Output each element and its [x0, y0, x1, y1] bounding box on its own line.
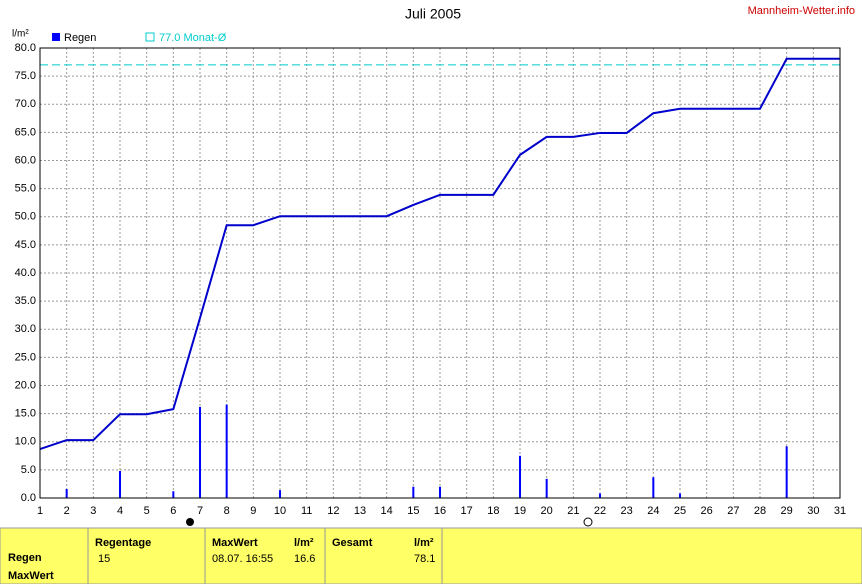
y-tick-label: 75.0: [15, 70, 36, 82]
moon-icon: [186, 518, 194, 526]
x-tick-label: 5: [144, 505, 150, 517]
x-tick-label: 31: [834, 505, 846, 517]
bar: [439, 486, 441, 498]
x-tick-label: 9: [250, 505, 256, 517]
y-tick-label: 30.0: [15, 323, 36, 335]
y-tick-label: 55.0: [15, 183, 36, 195]
moon-icon: [583, 517, 593, 527]
bar: [545, 478, 548, 498]
x-tick-label: 23: [621, 505, 633, 517]
y-tick-label: 20.0: [15, 379, 36, 391]
bar: [225, 404, 228, 498]
legend-label: Regen: [64, 32, 96, 44]
x-tick-label: 12: [327, 505, 339, 517]
x-tick-label: 7: [197, 505, 203, 517]
y-tick-label: 10.0: [15, 436, 36, 448]
row-label: Regen: [8, 552, 42, 564]
legend-label: Monat-Ø: [183, 32, 226, 44]
cell: 16.6: [294, 553, 315, 565]
x-tick-label: 11: [301, 505, 312, 517]
y-tick-label: 0.0: [21, 492, 36, 504]
table-bg: [0, 527, 862, 584]
bar: [412, 486, 415, 498]
column-header: MaxWert: [212, 537, 258, 549]
cell: 08.07. 16:55: [212, 553, 273, 565]
x-tick-label: 29: [781, 505, 793, 517]
bar: [652, 477, 655, 498]
plot-frame: [39, 47, 841, 499]
legend-value: 77.0: [159, 32, 180, 44]
column-unit: l/m²: [294, 537, 314, 549]
chart-title: Juli 2005: [405, 6, 461, 22]
legend-swatch: [52, 33, 60, 41]
y-tick-label: 25.0: [15, 351, 36, 363]
x-tick-label: 25: [674, 505, 686, 517]
y-tick-label: 15.0: [15, 408, 36, 420]
x-tick-label: 13: [354, 505, 366, 517]
marks: [39, 57, 840, 498]
x-tick-label: 28: [754, 505, 766, 517]
x-tick-label: 27: [727, 505, 739, 517]
x-tick-label: 24: [647, 505, 659, 517]
x-tick-label: 8: [224, 505, 230, 517]
bar: [172, 491, 175, 498]
x-tick-label: 14: [381, 505, 393, 517]
column-header: Regentage: [95, 537, 151, 549]
x-tick-label: 18: [487, 505, 499, 517]
bar: [119, 471, 121, 498]
bar: [279, 490, 281, 498]
x-tick-label: 4: [117, 505, 123, 517]
x-tick-label: 22: [594, 505, 606, 517]
y-tick-label: 35.0: [15, 295, 36, 307]
x-tick-label: 10: [274, 505, 286, 517]
bar: [599, 493, 601, 498]
y-tick-label: 65.0: [15, 126, 36, 138]
y-tick-label: 60.0: [15, 154, 36, 166]
brand[interactable]: Mannheim-Wetter.info: [748, 5, 855, 17]
column-header: Gesamt: [332, 537, 373, 549]
legend-label: 77.0 Monat-Ø: [159, 32, 227, 44]
cumulative-line: [39, 57, 840, 451]
x-tick-label: 26: [701, 505, 713, 517]
cell: 78.1: [414, 553, 435, 565]
x-tick-label: 3: [90, 505, 96, 517]
x-tick-label: 1: [37, 505, 43, 517]
legend: Regen 77.0 Monat-Ø: [52, 32, 227, 44]
y-tick-label: 80.0: [15, 42, 36, 54]
y-tick-label: 70.0: [15, 98, 36, 110]
bar: [519, 455, 521, 498]
x-tick-label: 20: [541, 505, 553, 517]
x-tick-label: 30: [807, 505, 819, 517]
y-axis-label: l/m²: [12, 29, 29, 40]
x-tick-label: 2: [64, 505, 70, 517]
x-tick-label: 16: [434, 505, 446, 517]
column-unit: l/m²: [414, 537, 434, 549]
summary-table: Regen MaxWert Regentage 15 MaxWert l/m² …: [0, 527, 862, 584]
y-tick-label: 5.0: [21, 464, 36, 476]
x-tick-label: 6: [170, 505, 176, 517]
row-label: MaxWert: [8, 570, 54, 582]
bar: [199, 406, 201, 498]
x-tick-label: 17: [461, 505, 473, 517]
y-tick-label: 45.0: [15, 239, 36, 251]
bar: [65, 489, 68, 498]
legend-swatch: [145, 32, 155, 42]
y-tick-label: 50.0: [15, 211, 36, 223]
x-tick-label: 21: [567, 505, 579, 517]
x-tick-label: 19: [514, 505, 526, 517]
y-tick-label: 40.0: [15, 267, 36, 279]
grid: [39, 47, 841, 499]
x-tick-label: 15: [407, 505, 419, 517]
bar: [679, 493, 681, 498]
cell: 15: [98, 553, 110, 565]
bar: [785, 446, 788, 498]
